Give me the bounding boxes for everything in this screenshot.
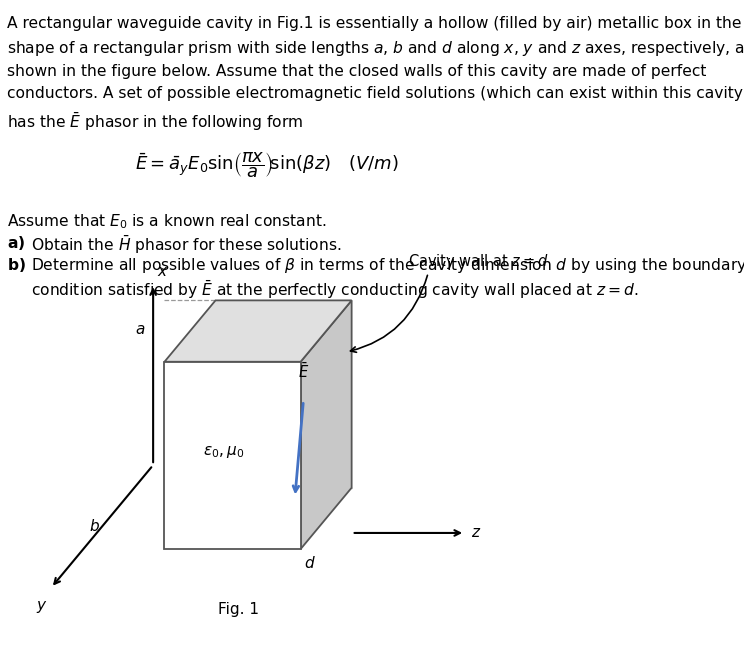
Text: $\epsilon_0, \mu_0$: $\epsilon_0, \mu_0$	[203, 444, 245, 460]
Polygon shape	[164, 300, 352, 362]
Text: Cavity wall at $z = d$: Cavity wall at $z = d$	[408, 252, 549, 271]
Text: A rectangular waveguide cavity in Fig.1 is essentially a hollow (filled by air) : A rectangular waveguide cavity in Fig.1 …	[7, 16, 744, 132]
Text: Fig. 1: Fig. 1	[218, 602, 259, 617]
Text: $\bar{E} = \bar{a}_y E_0 \sin\!\left(\dfrac{\pi x}{a}\right)\!\sin(\beta z)\quad: $\bar{E} = \bar{a}_y E_0 \sin\!\left(\df…	[135, 150, 398, 180]
Polygon shape	[301, 300, 352, 549]
Text: $\bar{E}$: $\bar{E}$	[298, 362, 310, 381]
Text: Determine all possible values of $\beta$ in terms of the cavity dimension $d$ by: Determine all possible values of $\beta$…	[31, 256, 744, 275]
Text: $\mathbf{a)}$: $\mathbf{a)}$	[7, 234, 25, 252]
Text: condition satisfied by $\bar{E}$ at the perfectly conducting cavity wall placed : condition satisfied by $\bar{E}$ at the …	[31, 279, 639, 301]
Text: Assume that $E_0$ is a known real constant.: Assume that $E_0$ is a known real consta…	[7, 212, 326, 231]
Polygon shape	[164, 362, 301, 549]
Text: a: a	[135, 322, 144, 337]
Text: b: b	[89, 519, 99, 534]
Text: Obtain the $\bar{H}$ phasor for these solutions.: Obtain the $\bar{H}$ phasor for these so…	[31, 234, 341, 256]
Text: x: x	[158, 264, 167, 279]
Text: d: d	[304, 556, 314, 570]
Text: y: y	[36, 598, 45, 612]
Text: $\mathbf{b)}$: $\mathbf{b)}$	[7, 256, 25, 274]
Text: z: z	[471, 525, 478, 541]
